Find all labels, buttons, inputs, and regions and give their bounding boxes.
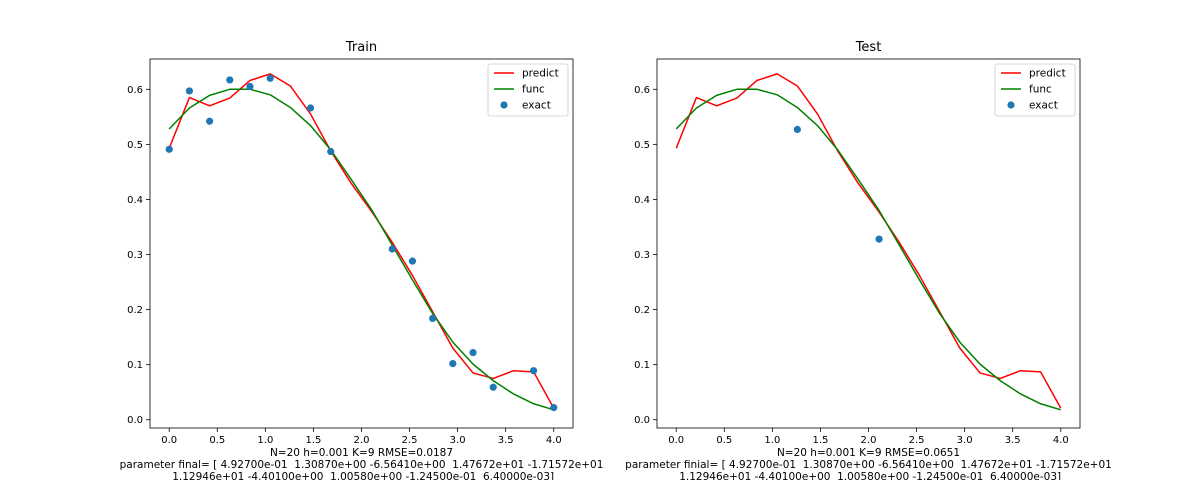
data-point-exact xyxy=(469,348,477,357)
data-point-exact xyxy=(185,87,194,95)
x-tick-label: 1.5 xyxy=(812,435,828,446)
data-point-exact xyxy=(327,147,335,156)
x-tick-label: 0.0 xyxy=(668,435,684,446)
chart-title: Test xyxy=(855,40,882,55)
series-line-func xyxy=(168,88,554,411)
x-tick-label: 2.0 xyxy=(861,435,877,446)
chart-title: Train xyxy=(345,40,377,55)
data-point-exact xyxy=(875,235,883,243)
data-point-exact xyxy=(165,145,173,153)
legend-label-func: func xyxy=(522,84,545,96)
caption-line: 1.12946e+01 -4.40100e+00 1.00580e+00 -1.… xyxy=(169,471,554,480)
legend: predict func exact xyxy=(994,63,1076,117)
data-point-exact xyxy=(306,104,315,112)
x-tick-label: 2.5 xyxy=(402,435,418,446)
data-point-exact xyxy=(550,404,558,412)
y-tick-label: 0.6 xyxy=(634,85,650,96)
y-tick-label: 0.0 xyxy=(127,415,143,426)
legend-label-exact: exact xyxy=(522,100,551,112)
legend-box xyxy=(994,63,1076,117)
x-tick-label: 2.0 xyxy=(354,435,370,446)
x-tick-label: 0.0 xyxy=(161,435,177,446)
caption-line: parameter finial= [ 4.92700e-01 1.30870e… xyxy=(625,459,1112,471)
x-tick-label: 2.5 xyxy=(909,435,925,446)
subplot-train: Train 0.0 0.5 1.0 1.5 2.0 2.5 3.0 3.5 4.0 0.0 0.1 0.… xyxy=(120,40,604,480)
x-tick-label: 1.5 xyxy=(305,435,321,446)
data-point-exact xyxy=(529,367,538,375)
y-tick-label: 0.1 xyxy=(127,360,143,371)
data-point-exact xyxy=(489,383,497,391)
legend-swatch-exact xyxy=(500,101,508,109)
legend-box xyxy=(487,63,569,117)
x-tick-label: 3.0 xyxy=(450,435,466,446)
data-point-exact xyxy=(246,82,254,91)
data-point-exact xyxy=(206,117,214,125)
legend: predict func exact xyxy=(487,63,569,117)
caption-line: parameter final= [ 4.92700e-01 1.30870e+… xyxy=(120,459,604,471)
y-tick-label: 0.3 xyxy=(634,250,650,261)
data-point-exact xyxy=(388,245,396,253)
x-tick-label: 1.0 xyxy=(764,435,780,446)
y-tick-label: 0.2 xyxy=(127,305,143,316)
x-tick-label: 3.5 xyxy=(1005,435,1021,446)
axes-frame xyxy=(656,58,1081,429)
y-tick-label: 0.0 xyxy=(634,415,650,426)
y-tick-label: 0.4 xyxy=(127,195,143,206)
series-line-predict xyxy=(675,73,1062,409)
x-tick-label: 0.5 xyxy=(716,435,732,446)
y-tick-label: 0.1 xyxy=(634,360,650,371)
series-line-func xyxy=(675,88,1061,411)
subplot-test: Test 0.0 0.5 1.0 1.5 2.0 2.5 3.0 3.5 4.0 0.0 0.1 0.2… xyxy=(625,40,1112,480)
axes-frame xyxy=(149,58,574,429)
y-tick-label: 0.5 xyxy=(127,140,143,151)
x-tick-label: 3.5 xyxy=(498,435,514,446)
data-point-exact xyxy=(226,76,234,84)
y-tick-label: 0.5 xyxy=(634,140,650,151)
legend-label-predict: predict xyxy=(1029,68,1066,80)
x-tick-label: 0.5 xyxy=(209,435,225,446)
data-point-exact xyxy=(408,257,417,265)
data-point-exact xyxy=(266,74,274,82)
y-tick-label: 0.2 xyxy=(634,305,650,316)
y-tick-label: 0.6 xyxy=(127,85,143,96)
caption-line: 1.12946e+01 -4.40100e+00 1.00580e+00 -1.… xyxy=(676,471,1061,480)
y-tick-label: 0.4 xyxy=(634,195,650,206)
x-tick-label: 4.0 xyxy=(546,435,562,446)
data-point-exact xyxy=(429,314,437,323)
data-point-exact xyxy=(449,359,457,368)
legend-label-func: func xyxy=(1029,84,1052,96)
x-tick-label: 4.0 xyxy=(1053,435,1069,446)
legend-label-exact: exact xyxy=(1029,100,1058,112)
legend-label-predict: predict xyxy=(522,68,559,80)
x-tick-label: 1.0 xyxy=(257,435,273,446)
x-tick-label: 3.0 xyxy=(957,435,973,446)
series-line-predict xyxy=(168,73,555,409)
caption-line: N=20 h=0.001 K=9 RMSE=0.0187 xyxy=(270,447,453,459)
data-point-exact xyxy=(793,125,801,134)
legend-swatch-exact xyxy=(1007,101,1015,109)
caption-line: N=20 h=0.001 K=9 RMSE=0.0651 xyxy=(777,447,960,459)
y-tick-label: 0.3 xyxy=(127,250,143,261)
